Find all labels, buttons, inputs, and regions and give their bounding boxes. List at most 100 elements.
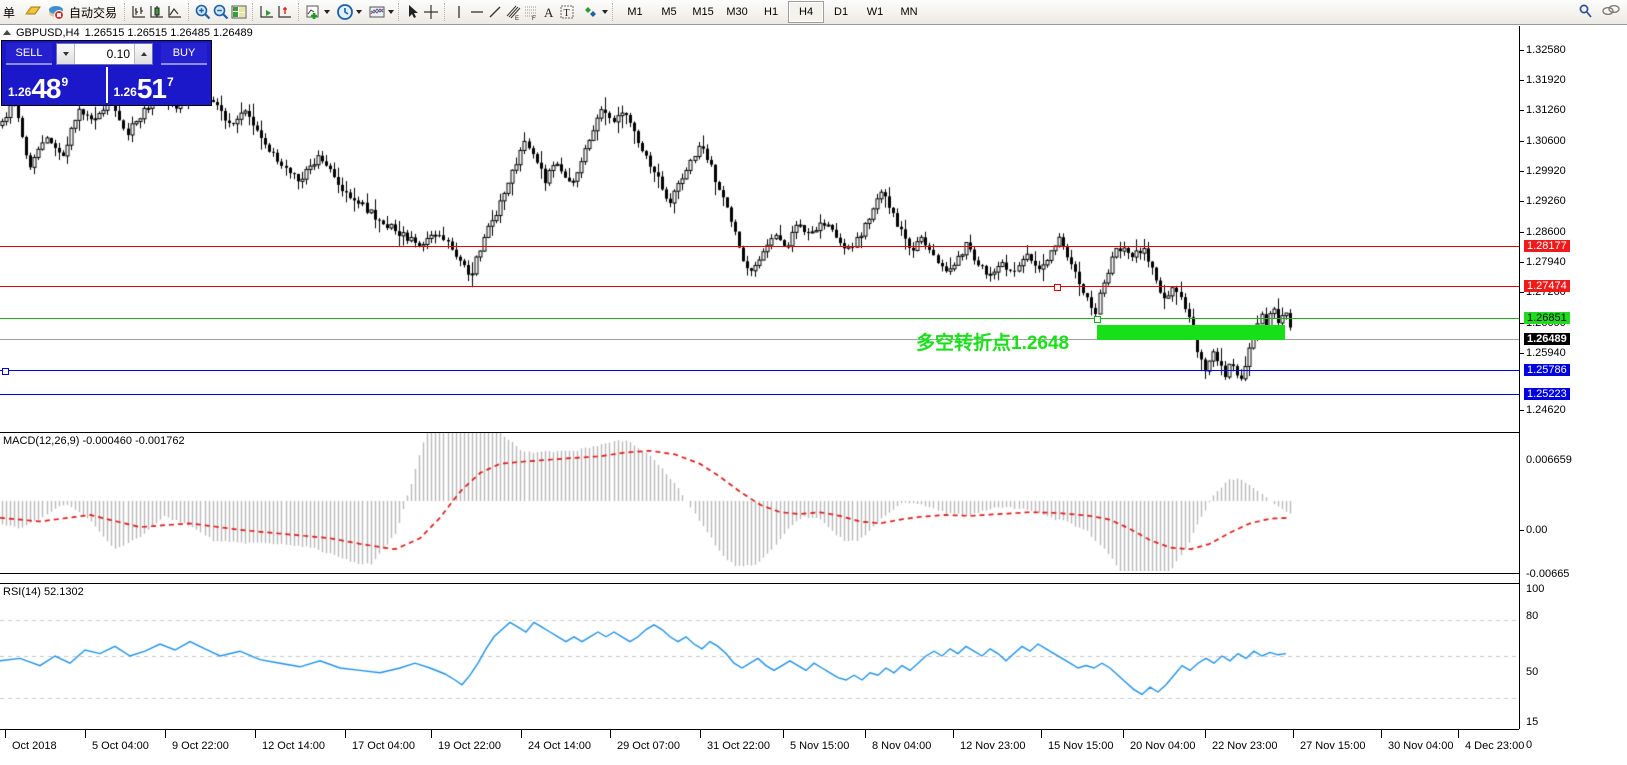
- search-icon[interactable]: [1577, 3, 1595, 21]
- time-tick-label: 31 Oct 22:00: [707, 740, 770, 752]
- vertical-line-icon[interactable]: [450, 3, 468, 21]
- time-tick-label: Oct 2018: [12, 740, 57, 752]
- macd-pane[interactable]: MACD(12,26,9) -0.000460 -0.001762: [0, 432, 1519, 574]
- time-tick-label: 29 Oct 07:00: [617, 740, 680, 752]
- volume-input[interactable]: 0.10: [106, 47, 130, 61]
- fibonacci-icon[interactable]: F: [522, 3, 540, 22]
- volume-increment-button[interactable]: [134, 44, 152, 64]
- indicators-icon[interactable]: [304, 3, 322, 21]
- svg-text:A: A: [544, 5, 554, 20]
- level-anchor-1-27474[interactable]: [1054, 284, 1061, 291]
- text-label-icon[interactable]: A: [540, 3, 558, 21]
- trend-line-icon[interactable]: [486, 3, 504, 21]
- crosshair-icon[interactable]: [422, 3, 440, 21]
- timeframe-h4[interactable]: H4: [788, 1, 825, 23]
- sell-price-prefix: 1.26: [8, 85, 32, 99]
- buy-button[interactable]: BUY: [161, 43, 207, 65]
- period-clock-icon[interactable]: [336, 3, 354, 21]
- line-chart-icon[interactable]: [166, 3, 184, 21]
- time-tick-separator: [953, 730, 954, 738]
- chevron-down-icon: [62, 52, 69, 56]
- cursor-icon[interactable]: [404, 3, 422, 21]
- level-line-1-25223[interactable]: [0, 394, 1519, 395]
- level-line-1-26851[interactable]: [0, 318, 1519, 319]
- buy-price-fraction: 7: [167, 75, 174, 89]
- time-tick-separator: [431, 730, 432, 738]
- bar-chart-icon[interactable]: [130, 3, 148, 21]
- zoom-in-icon[interactable]: [194, 3, 212, 21]
- volume-stepper[interactable]: 0.10: [56, 43, 153, 65]
- time-tick-separator: [5, 730, 6, 738]
- time-tick-label: 22 Nov 23:00: [1212, 740, 1278, 752]
- new-order-partial-label[interactable]: 单: [3, 5, 16, 20]
- timeframe-w1[interactable]: W1: [866, 6, 884, 18]
- timeframe-m1[interactable]: M1: [627, 6, 643, 18]
- time-tick-label: 20 Nov 04:00: [1130, 740, 1196, 752]
- folder-icon[interactable]: [24, 3, 42, 21]
- chart-ohlc-values: 1.26515 1.26515 1.26485 1.26489: [84, 26, 253, 39]
- price-tag-current: 1.26489: [1524, 333, 1570, 345]
- objects-icon[interactable]: [582, 3, 600, 21]
- level-anchor-1-25786[interactable]: [2, 368, 9, 375]
- indicators-dropdown-caret[interactable]: [324, 10, 331, 14]
- level-line-1-25786[interactable]: [0, 370, 1519, 371]
- time-tick-separator: [345, 730, 346, 738]
- timeframe-m5[interactable]: M5: [661, 6, 677, 18]
- time-axis[interactable]: Oct 2018 5 Oct 04:00 9 Oct 22:00 12 Oct 14:…: [0, 729, 1524, 765]
- sell-button[interactable]: SELL: [6, 43, 52, 65]
- turning-point-zone[interactable]: [1097, 325, 1285, 340]
- time-tick-label: 30 Nov 04:00: [1388, 740, 1454, 752]
- level-line-current-1-26489: [0, 339, 1519, 340]
- one-click-trading-panel[interactable]: SELL 0.10 BUY 1.26 48 9 1.26 51 7: [1, 40, 212, 106]
- svg-text:E: E: [515, 16, 519, 21]
- time-tick-separator: [85, 730, 86, 738]
- templates-icon[interactable]: [368, 3, 386, 21]
- price-tag-1-26851[interactable]: 1.26851: [1524, 312, 1570, 324]
- timeframe-m15[interactable]: M15: [692, 6, 714, 18]
- time-tick-label: 8 Nov 04:00: [872, 740, 932, 752]
- buy-price-big: 51: [136, 73, 167, 104]
- period-dropdown-caret[interactable]: [356, 10, 363, 14]
- time-tick-label: 5 Oct 04:00: [92, 740, 149, 752]
- zoom-out-icon[interactable]: [212, 3, 230, 21]
- rsi-pane[interactable]: RSI(14) 52.1302: [0, 583, 1519, 731]
- autotrade-button[interactable]: 自动交易: [69, 5, 118, 20]
- sell-price-fraction: 9: [61, 75, 69, 89]
- price-tag-1-27474[interactable]: 1.27474: [1524, 280, 1570, 292]
- sell-price-display[interactable]: 1.26 48 9: [2, 67, 106, 103]
- time-tick-label: 4 Dec 23:00: [1465, 740, 1525, 752]
- objects-dropdown-caret[interactable]: [602, 10, 609, 14]
- price-tag-1-25223[interactable]: 1.25223: [1524, 388, 1570, 400]
- auto-scroll-icon[interactable]: [276, 3, 294, 21]
- level-line-1-28177[interactable]: [0, 246, 1519, 247]
- level-anchor-1-26851[interactable]: [1094, 316, 1101, 323]
- price-chart-pane[interactable]: [0, 40, 1519, 430]
- candlestick-chart-icon[interactable]: [148, 3, 166, 21]
- timeframe-h1[interactable]: H1: [764, 6, 779, 18]
- price-tag-1-25786[interactable]: 1.25786: [1524, 364, 1570, 376]
- horizontal-line-icon[interactable]: [468, 3, 486, 21]
- autotrade-icon[interactable]: [48, 3, 66, 21]
- price-tag-1-28177[interactable]: 1.28177: [1524, 240, 1570, 252]
- text-box-icon[interactable]: T: [558, 3, 576, 21]
- price-axis[interactable]: 1.32580 1.31920 1.31260 1.30600 1.29920 …: [1519, 26, 1627, 751]
- time-tick-separator: [1293, 730, 1294, 738]
- time-tick-label: 5 Nov 15:00: [790, 740, 850, 752]
- collapse-triangle-icon[interactable]: [3, 30, 11, 35]
- time-tick-separator: [255, 730, 256, 738]
- timeframe-mn[interactable]: MN: [900, 6, 918, 18]
- templates-dropdown-caret[interactable]: [388, 10, 395, 14]
- equidistant-channel-icon[interactable]: E: [504, 3, 522, 22]
- sell-price-big: 48: [31, 73, 61, 104]
- chart-shift-icon[interactable]: [258, 3, 276, 21]
- buy-price-display[interactable]: 1.26 51 7: [105, 67, 212, 104]
- chat-icon[interactable]: [1601, 3, 1620, 21]
- timeframe-d1[interactable]: D1: [834, 6, 849, 18]
- time-tick-separator: [1041, 730, 1042, 738]
- volume-decrement-button[interactable]: [57, 44, 75, 64]
- tile-windows-icon[interactable]: [230, 3, 248, 21]
- level-line-1-27474[interactable]: [0, 286, 1519, 287]
- time-tick-separator: [1458, 730, 1459, 738]
- timeframe-m30[interactable]: M30: [726, 6, 748, 18]
